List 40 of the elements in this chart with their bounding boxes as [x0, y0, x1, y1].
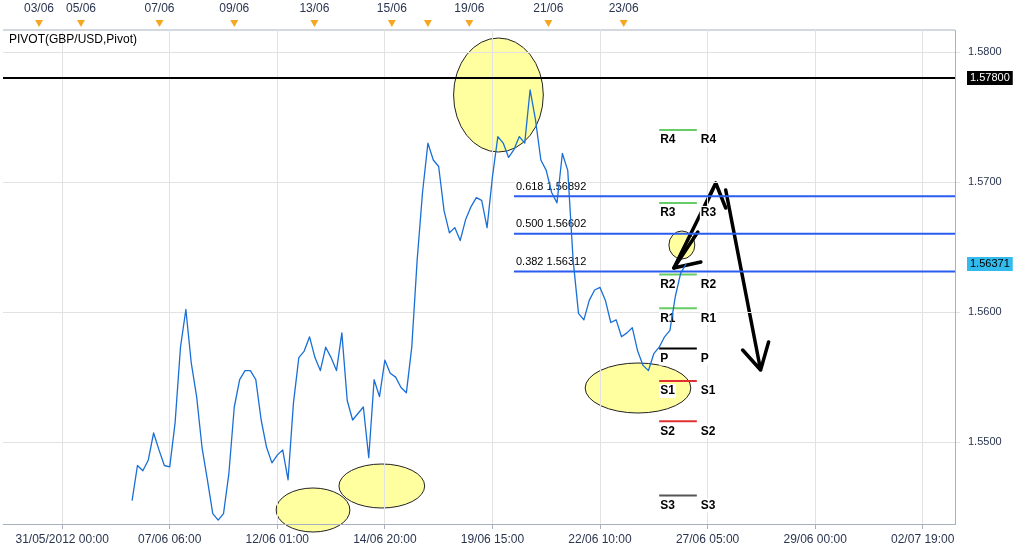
- series-label: P: [660, 350, 669, 365]
- y-tick-label: 1.5800: [968, 45, 1002, 58]
- text: 19/06: [454, 1, 485, 15]
- text: 03/06: [24, 1, 55, 15]
- text: P: [700, 350, 709, 365]
- ref-line-label: 1.57800: [970, 71, 1010, 84]
- y-tick-label: 1.5700: [968, 175, 1002, 188]
- text: 09/06: [219, 1, 250, 15]
- x-tick-label: 19/06 15:00: [460, 531, 525, 546]
- x-tick-label: 14/06 20:00: [353, 531, 417, 546]
- chart-title: PIVOT(GBP/USD,Pivot): [9, 32, 138, 47]
- text: 07/06: [144, 1, 175, 15]
- x-tick-label: 22/06 10:00: [568, 531, 633, 546]
- text: 21/06: [533, 1, 564, 15]
- x-tick-label: 29/06 00:00: [783, 531, 848, 546]
- x-tick-label: 07/06 06:00: [138, 531, 202, 546]
- series-label: R2: [660, 276, 676, 291]
- text: 13/06: [299, 1, 330, 15]
- series-label: S3: [660, 497, 676, 512]
- text: R4: [700, 132, 717, 147]
- text: 1.56371: [970, 257, 1010, 270]
- series-label: S2: [660, 423, 676, 438]
- x-tick-label: 27/06 05:00: [675, 531, 740, 546]
- x-tick-label: 12/06 01:00: [245, 531, 310, 546]
- text: R3: [700, 205, 717, 220]
- y-tick-label: 1.5600: [968, 305, 1002, 318]
- series-label: R4: [660, 132, 676, 147]
- text: 23/06: [608, 1, 639, 15]
- text: 05/06: [65, 1, 96, 15]
- text: S3: [700, 497, 716, 512]
- x-tick-label: 02/07 19:00: [891, 531, 955, 546]
- series-label: S1: [660, 383, 676, 398]
- series-label: R3: [660, 205, 676, 220]
- x-tick-label: 31/05/2012 00:00: [15, 531, 110, 546]
- text: S1: [700, 383, 716, 398]
- text: S2: [700, 423, 716, 438]
- text: 15/06: [376, 1, 407, 15]
- text: R1: [700, 310, 717, 325]
- text: R2: [700, 276, 717, 291]
- y-tick-label: 1.5500: [968, 435, 1002, 448]
